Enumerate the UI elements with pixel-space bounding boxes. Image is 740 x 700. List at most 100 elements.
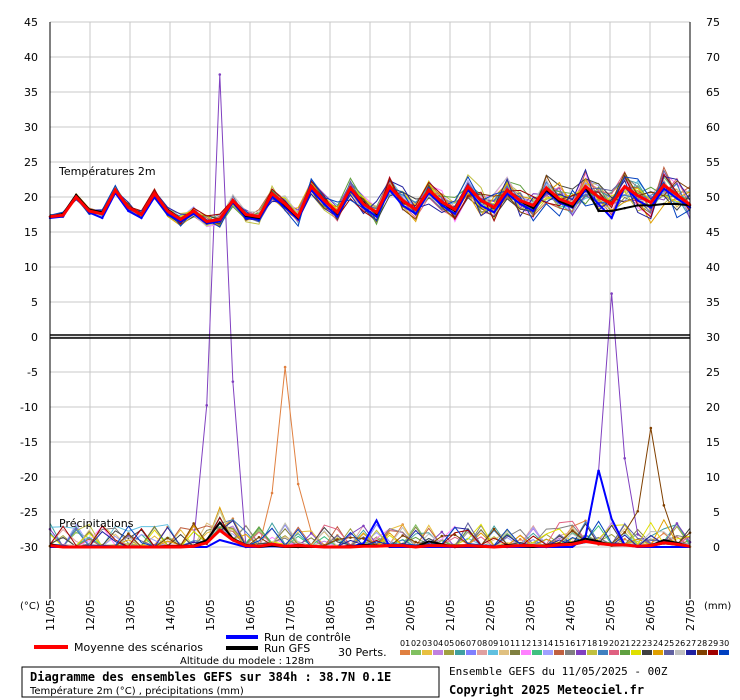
- series-temp-point: [453, 208, 457, 211]
- series-temp-point: [558, 197, 561, 201]
- pert-legend-label: 03: [422, 639, 432, 648]
- pert-legend-swatch: [543, 650, 553, 655]
- pert-legend-label: 18: [587, 639, 597, 648]
- series-temp-point: [296, 215, 300, 218]
- series-temp-point: [192, 209, 195, 213]
- left-axis-unit: (°C): [20, 601, 40, 612]
- x-tick-label: 13/05: [124, 599, 137, 631]
- pert-legend-swatch: [488, 650, 498, 655]
- right-tick-label: 30: [706, 331, 720, 344]
- member-precip-point: [192, 522, 195, 525]
- series-temp-point: [349, 186, 352, 190]
- right-tick-label: 55: [706, 156, 720, 169]
- series-temp-point: [571, 202, 574, 206]
- series-temp-point: [153, 192, 156, 195]
- pert-legend-swatch: [653, 650, 663, 655]
- series-temp-point: [244, 213, 248, 216]
- altitude-label: Altitude du modele : 128m: [180, 656, 314, 667]
- series-temp-point: [623, 207, 626, 210]
- series-temp-point: [362, 202, 365, 206]
- member-precip-point: [453, 533, 457, 537]
- pert-legend-label: 22: [631, 639, 641, 648]
- pert-legend-swatch: [466, 650, 476, 655]
- x-tick-label: 16/05: [244, 599, 257, 631]
- legend-control-label: Run de contrôle: [264, 631, 351, 644]
- series-temp-point: [584, 185, 587, 188]
- pert-legend-label: 29: [708, 639, 718, 648]
- perturbations-legend: 01 02 03 04 05 06 07 08 09 10 11 12 13 14 15 16 17 18 19 20…: [400, 639, 729, 655]
- series-temp-point: [166, 213, 169, 216]
- member-precip-point: [362, 537, 365, 540]
- member-precip-point: [623, 457, 626, 460]
- x-tick-label: 25/05: [604, 599, 617, 631]
- member-precip-point: [166, 536, 169, 540]
- member-precip-point: [610, 292, 613, 295]
- member-precip-point: [636, 533, 640, 536]
- series-temp-point: [388, 185, 391, 188]
- pert-legend-label: 24: [653, 639, 663, 648]
- right-tick-label: 45: [706, 226, 720, 239]
- series-temp-point: [479, 204, 483, 207]
- series-temp-point: [414, 212, 417, 215]
- series-temp-point: [623, 185, 626, 188]
- left-tick-label: -30: [20, 541, 38, 554]
- left-tick-label: 15: [24, 226, 38, 239]
- precip-section-label: Précipitations: [59, 517, 134, 530]
- series-temp-point: [375, 211, 378, 214]
- series-temp-point: [532, 204, 535, 207]
- title-box: [21, 666, 440, 698]
- series-temp-point: [401, 204, 404, 207]
- series-temp-point: [114, 188, 117, 192]
- right-tick-label: 10: [706, 471, 720, 484]
- right-tick-label: 40: [706, 261, 720, 274]
- series-temp-point: [532, 209, 535, 213]
- series-temp-point: [636, 199, 639, 202]
- series-temp-point: [649, 201, 653, 204]
- member-precip-point: [362, 524, 365, 528]
- x-tick-label: 23/05: [524, 599, 537, 631]
- series-temp-point: [505, 188, 509, 192]
- member-precip-point: [270, 491, 274, 495]
- x-tick-label: 15/05: [204, 599, 217, 631]
- pert-legend-swatch: [554, 650, 564, 655]
- x-tick-label: 27/05: [684, 599, 697, 631]
- right-tick-label: 75: [706, 16, 720, 29]
- chart-title: Diagramme des ensembles GEFS sur 384h : …: [30, 670, 391, 684]
- right-tick-label: 60: [706, 121, 720, 134]
- pert-legend-swatch: [499, 650, 509, 655]
- copyright-label: Copyright 2025 Meteociel.fr: [449, 683, 644, 697]
- pert-legend-label: 17: [576, 639, 586, 648]
- series-temp-point: [257, 215, 261, 218]
- member-precip-point: [636, 510, 640, 513]
- pert-legend-swatch: [576, 650, 586, 655]
- series-temp-point: [336, 211, 339, 214]
- member-precip-point: [571, 529, 574, 532]
- series-temp-point: [87, 209, 91, 213]
- pert-legend-swatch: [521, 650, 531, 655]
- member-precip-point: [414, 540, 418, 544]
- member-precip-point: [623, 531, 626, 534]
- pert-legend-swatch: [587, 650, 597, 655]
- left-tick-label: 10: [24, 261, 38, 274]
- pert-legend-label: 27: [686, 639, 696, 648]
- series-temp-point: [636, 194, 639, 197]
- series-temp-point: [127, 209, 130, 213]
- series-temp-point: [179, 218, 182, 221]
- pert-legend-swatch: [455, 650, 465, 655]
- left-tick-label: 45: [24, 16, 38, 29]
- series-temp-point: [140, 213, 143, 216]
- member-precip-point: [349, 536, 352, 539]
- pert-legend-label: 06: [455, 639, 465, 648]
- right-axis-unit: (mm): [704, 601, 731, 612]
- pert-legend-swatch: [609, 650, 619, 655]
- x-tick-label: 14/05: [164, 599, 177, 631]
- member-precip-point: [296, 482, 300, 486]
- series-temp-point: [323, 202, 326, 206]
- series-temp-point: [675, 202, 679, 206]
- series-temp-point: [283, 202, 287, 206]
- legend-gfs-label: Run GFS: [264, 642, 310, 655]
- pert-legend-swatch: [565, 650, 575, 655]
- series-temp-point: [336, 215, 339, 218]
- pert-legend-label: 07: [466, 639, 476, 648]
